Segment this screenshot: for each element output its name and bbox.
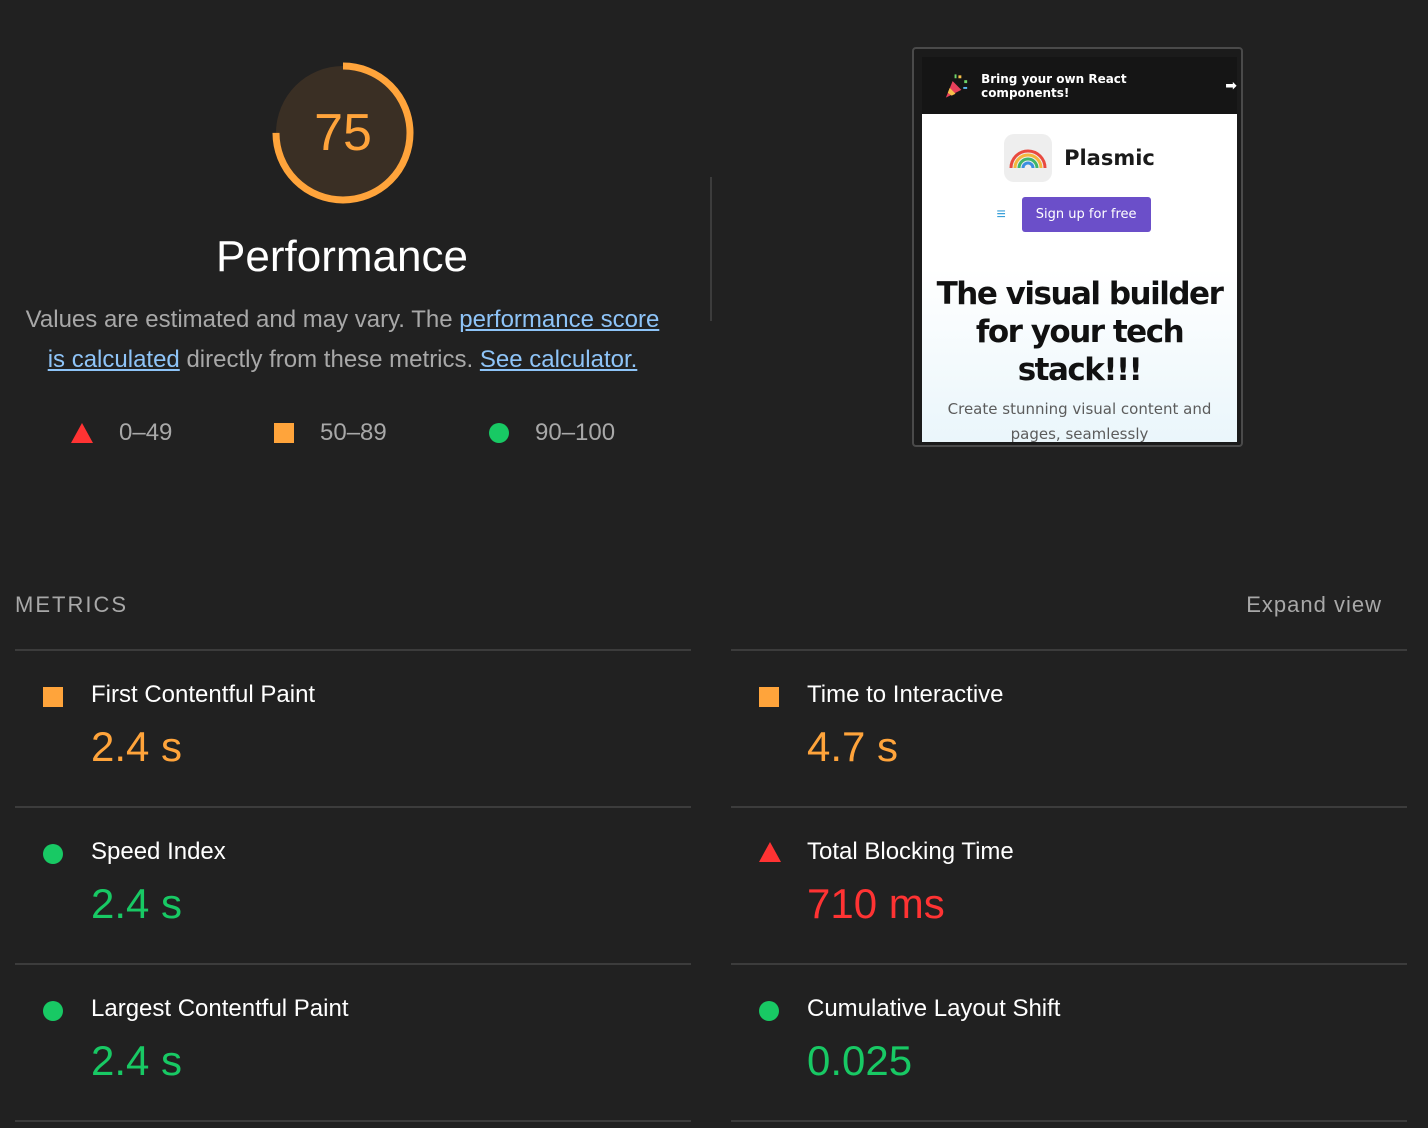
pass-circle-icon	[489, 423, 509, 443]
banner-text: Bring your own React components!	[981, 71, 1127, 100]
performance-title: Performance	[216, 232, 468, 281]
average-square-icon	[274, 423, 294, 443]
legend-pass: 90–100	[489, 418, 615, 448]
brand-name: Plasmic	[1064, 146, 1155, 170]
metric-label: First Contentful Paint	[91, 681, 316, 708]
signup-button: Sign up for free	[1021, 197, 1151, 232]
metric-total-blocking-time: Total Blocking Time 710 ms	[731, 806, 1407, 963]
fail-triangle-icon	[71, 423, 93, 443]
screenshot-nav: ≡ Sign up for free	[922, 197, 1237, 232]
metric-label: Largest Contentful Paint	[91, 995, 349, 1022]
final-screenshot[interactable]: Bring your own React components! ➡ Plasm…	[912, 47, 1243, 447]
metric-value: 4.7 s	[807, 723, 899, 770]
fail-triangle-icon	[759, 842, 781, 862]
hamburger-menu-icon: ≡	[996, 205, 1006, 223]
screenshot-viewport: Bring your own React components! ➡ Plasm…	[922, 57, 1237, 442]
metric-value: 0.025	[807, 1037, 913, 1084]
metrics-right-column: Time to Interactive 4.7 s Total Blocking…	[731, 649, 1407, 1122]
metric-value: 2.4 s	[91, 1037, 183, 1084]
description-prefix: Values are estimated and may vary. The	[25, 306, 460, 333]
plasmic-logo	[1004, 134, 1053, 182]
see-calculator-link[interactable]: See calculator.	[479, 346, 638, 373]
metric-first-contentful-paint: First Contentful Paint 2.4 s	[15, 649, 691, 806]
metrics-header: METRICS	[15, 592, 128, 617]
legend-average: 50–89	[274, 418, 387, 448]
performance-score-link[interactable]: performance score is calculated	[47, 306, 660, 373]
legend-fail: 0–49	[71, 418, 172, 448]
pass-circle-icon	[43, 1001, 63, 1021]
expand-view-button[interactable]: Expand view	[1246, 592, 1382, 617]
metric-value: 2.4 s	[91, 723, 183, 770]
metric-label: Total Blocking Time	[807, 838, 1014, 865]
metric-time-to-interactive: Time to Interactive 4.7 s	[731, 649, 1407, 806]
pass-circle-icon	[759, 1001, 779, 1021]
gauge-ring	[272, 62, 414, 204]
performance-score: 75	[314, 104, 372, 162]
performance-description: Values are estimated and may vary. The p…	[20, 300, 665, 380]
description-middle: directly from these metrics.	[179, 346, 480, 373]
screenshot-subtext: Create stunning visual content and pages…	[947, 400, 1212, 442]
metric-value: 2.4 s	[91, 880, 183, 927]
performance-gauge: 75	[270, 60, 416, 206]
average-square-icon	[759, 687, 779, 707]
metric-label: Time to Interactive	[807, 681, 1004, 708]
metrics-left-column: First Contentful Paint 2.4 s Speed Index…	[15, 649, 691, 1122]
legend-pass-range: 90–100	[535, 419, 616, 446]
metric-largest-contentful-paint: Largest Contentful Paint 2.4 s	[15, 963, 691, 1122]
metric-label: Speed Index	[91, 838, 226, 865]
pass-circle-icon	[43, 844, 63, 864]
party-popper-icon	[945, 73, 968, 98]
arrow-right-icon: ➡	[1225, 77, 1237, 94]
metric-label: Cumulative Layout Shift	[807, 995, 1061, 1022]
legend-average-range: 50–89	[320, 419, 387, 446]
legend-fail-range: 0–49	[119, 419, 173, 446]
rainbow-icon	[1009, 149, 1047, 169]
screenshot-headline: The visual builder for your tech stack!!…	[936, 276, 1224, 388]
metric-cumulative-layout-shift: Cumulative Layout Shift 0.025	[731, 963, 1407, 1122]
metric-value: 710 ms	[807, 880, 945, 927]
average-square-icon	[43, 687, 63, 707]
screenshot-banner: Bring your own React components! ➡	[922, 57, 1237, 114]
metric-speed-index: Speed Index 2.4 s	[15, 806, 691, 963]
brand: Plasmic	[922, 134, 1237, 182]
vertical-divider	[710, 177, 712, 321]
